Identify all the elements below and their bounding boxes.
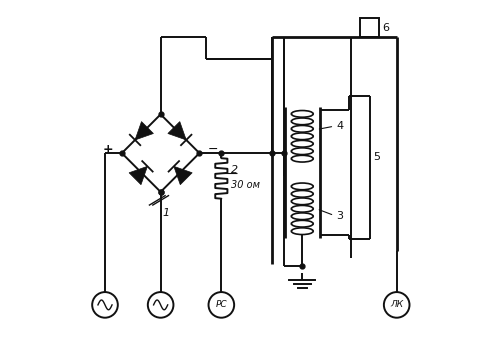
Polygon shape xyxy=(168,122,186,140)
Text: 2: 2 xyxy=(231,165,238,175)
Text: +: + xyxy=(103,143,114,156)
Text: 30 ом: 30 ом xyxy=(231,180,260,190)
Text: 3: 3 xyxy=(336,210,343,221)
Text: РС: РС xyxy=(216,300,227,309)
Text: ЛК: ЛК xyxy=(390,300,404,309)
Text: −: − xyxy=(208,143,218,156)
Polygon shape xyxy=(135,122,154,140)
Text: 5: 5 xyxy=(373,152,380,163)
Polygon shape xyxy=(174,166,192,185)
Text: 4: 4 xyxy=(336,121,343,131)
Polygon shape xyxy=(129,166,148,185)
Text: 1: 1 xyxy=(162,208,170,218)
Bar xyxy=(360,18,379,37)
Text: 6: 6 xyxy=(382,22,390,33)
